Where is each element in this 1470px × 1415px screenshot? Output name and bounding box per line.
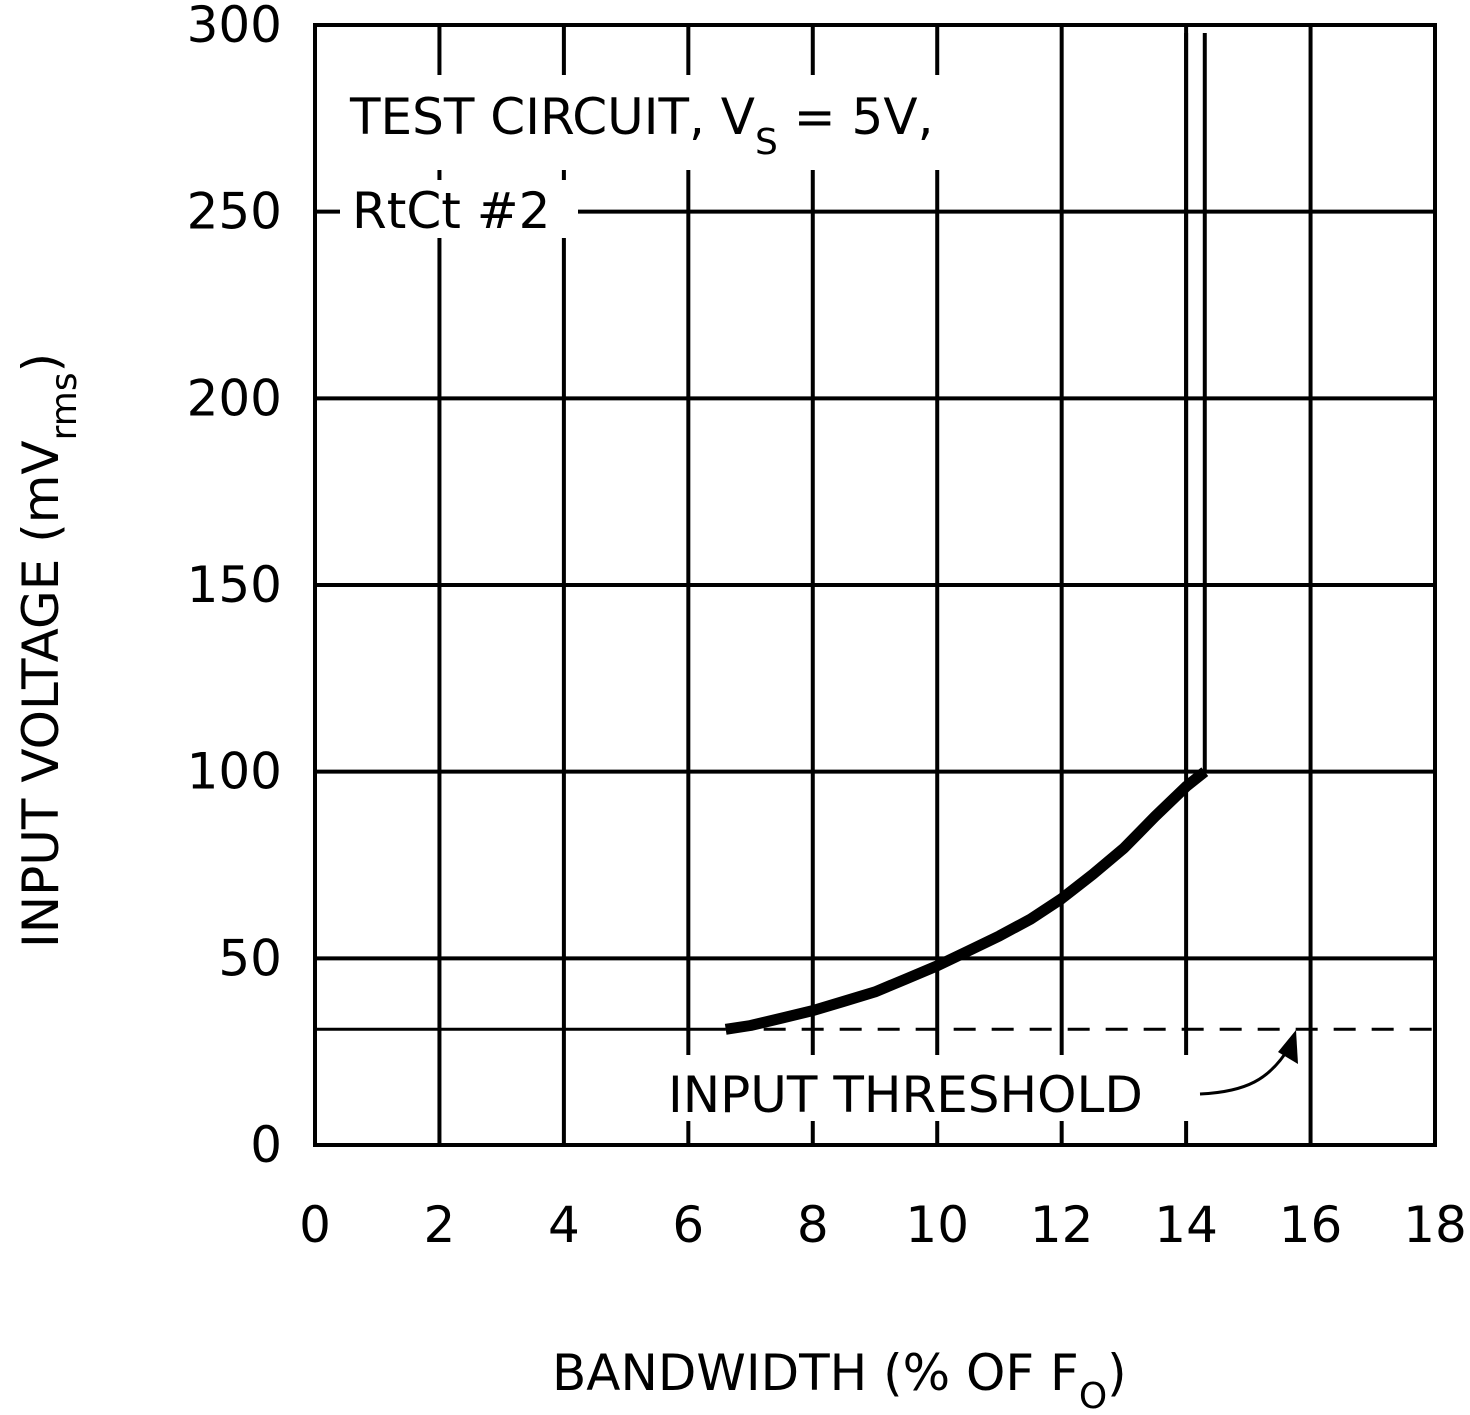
x-tick-label: 0 bbox=[299, 1196, 331, 1254]
y-tick-label: 0 bbox=[250, 1116, 282, 1174]
y-tick-label: 150 bbox=[187, 556, 282, 614]
x-tick-label: 6 bbox=[672, 1196, 704, 1254]
threshold-arrowhead bbox=[1278, 1030, 1298, 1064]
y-tick-labels: 0 50 100 150 200 250 300 bbox=[187, 0, 282, 1174]
x-tick-label: 12 bbox=[1030, 1196, 1094, 1254]
x-tick-label: 16 bbox=[1279, 1196, 1343, 1254]
x-tick-label: 18 bbox=[1403, 1196, 1467, 1254]
rtct-annotation: RtCt #2 bbox=[352, 182, 550, 240]
series-line bbox=[724, 767, 1209, 1035]
y-tick-label: 300 bbox=[187, 0, 282, 54]
grid-lines bbox=[313, 23, 1437, 1147]
y-tick-label: 200 bbox=[187, 369, 282, 427]
input-threshold-label: INPUT THRESHOLD bbox=[668, 1066, 1143, 1124]
y-axis-label: INPUT VOLTAGE (mVrms) bbox=[12, 353, 85, 948]
x-tick-label: 2 bbox=[424, 1196, 456, 1254]
test-circuit-annotation: TEST CIRCUIT, VS = 5V, bbox=[349, 88, 933, 163]
x-tick-label: 8 bbox=[797, 1196, 829, 1254]
x-tick-label: 4 bbox=[548, 1196, 580, 1254]
plot-border bbox=[313, 23, 1437, 1147]
x-tick-label: 10 bbox=[905, 1196, 969, 1254]
x-axis-label: BANDWIDTH (% OF FO) bbox=[552, 1344, 1127, 1415]
x-tick-label: 14 bbox=[1154, 1196, 1218, 1254]
series-group bbox=[724, 33, 1209, 1035]
y-tick-label: 100 bbox=[187, 743, 282, 801]
threshold-arrow bbox=[1199, 1045, 1292, 1096]
y-tick-label: 250 bbox=[187, 183, 282, 241]
x-tick-labels: 0 2 4 6 8 10 12 14 16 18 bbox=[299, 1196, 1467, 1254]
y-tick-label: 50 bbox=[218, 929, 282, 987]
